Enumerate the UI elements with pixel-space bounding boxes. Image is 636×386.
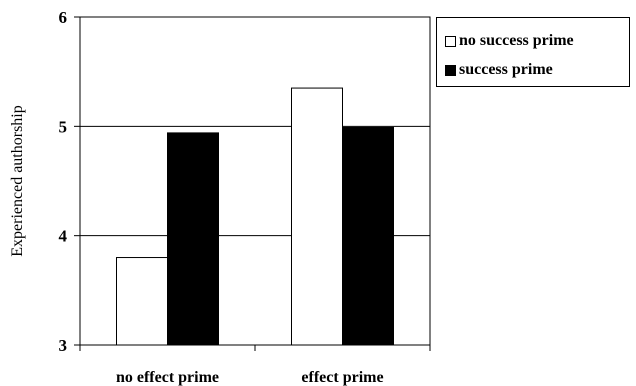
y-tick-label: 3 (59, 336, 68, 355)
legend-swatch-white (445, 35, 456, 47)
legend-item-no-success-prime: no success prime (445, 31, 574, 51)
y-tick-label: 5 (59, 117, 68, 136)
bar-no-success-prime-no-effect-prime (116, 257, 168, 346)
y-tick-labels: 3 4 5 6 (59, 8, 68, 355)
y-tick-label: 4 (59, 227, 68, 246)
bar-success-prime-no-effect-prime (167, 132, 219, 346)
bar-success-prime-effect-prime (342, 126, 394, 346)
legend-swatch-black (445, 64, 456, 76)
legend-label: success prime (459, 61, 553, 78)
legend: no success prime success prime (436, 17, 630, 87)
bar-chart: 3 4 5 6 no effect prime effect prime Experie… (9, 8, 431, 386)
x-category-label: no effect prime (116, 369, 219, 386)
y-tick-label: 6 (59, 8, 68, 27)
bar-no-success-prime-effect-prime (291, 87, 343, 346)
axes (74, 16, 431, 351)
category-labels: no effect prime effect prime (116, 369, 384, 386)
bars (116, 87, 394, 346)
x-category-label: effect prime (301, 369, 383, 386)
legend-item-success-prime: success prime (445, 60, 553, 80)
legend-label: no success prime (459, 32, 574, 49)
y-axis-title: Experienced authorship (9, 105, 26, 257)
